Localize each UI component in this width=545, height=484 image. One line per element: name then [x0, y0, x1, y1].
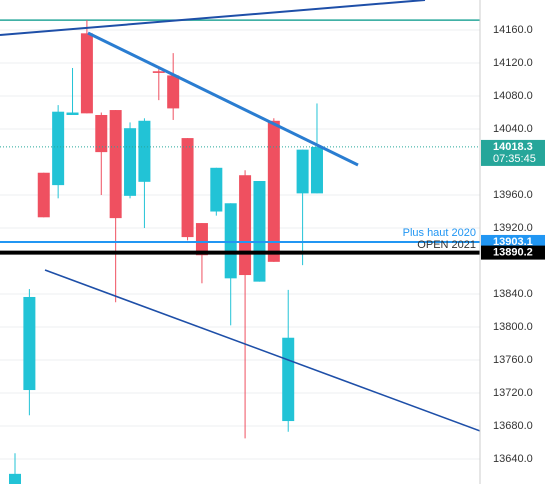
candle-body: [124, 128, 137, 196]
candle-body: [310, 146, 323, 194]
price-label-box: [481, 139, 545, 166]
candle-body: [253, 180, 266, 282]
candle-body: [37, 172, 50, 218]
candle-body: [66, 112, 79, 115]
annotation: Plus haut 2020: [403, 227, 476, 239]
price-label: 14018.3: [493, 141, 533, 153]
y-tick-label: 13920.0: [493, 222, 533, 234]
y-tick-label: 14120.0: [493, 57, 533, 69]
grid: [0, 29, 480, 460]
y-tick-label: 13800.0: [493, 321, 533, 333]
price-label-time: 07:35:45: [493, 153, 536, 165]
candle-body: [267, 120, 280, 262]
price-label-box: [481, 245, 545, 260]
candle-body: [152, 71, 165, 73]
candle-body: [195, 223, 208, 256]
y-tick-label: 13760.0: [493, 354, 533, 366]
y-tick-label: 13720.0: [493, 387, 533, 399]
trend-line: [87, 31, 359, 167]
candle-body: [282, 337, 295, 422]
price-axis: 14160.0 14120.0 14080.0 14040.0 13960.0 13920…: [481, 24, 545, 465]
y-tick-label: 13960.0: [493, 189, 533, 201]
trend-lines: [0, 0, 480, 432]
candle-body: [80, 33, 93, 114]
candle-body: [138, 120, 151, 182]
candle-body: [181, 138, 194, 238]
candle-body: [210, 167, 223, 212]
candle-body: [167, 75, 180, 109]
candle-body: [23, 296, 36, 391]
y-tick-label: 14160.0: [493, 24, 533, 36]
trend-line: [44, 269, 480, 432]
price-label: 13903.1: [493, 236, 533, 248]
y-tick-label: 13680.0: [493, 420, 533, 432]
y-tick-label: 14080.0: [493, 90, 533, 102]
candle-body: [95, 114, 108, 153]
candle-body: [52, 111, 65, 186]
price-label-box: [481, 234, 545, 249]
trend-line: [0, 0, 426, 36]
candle-body: [109, 110, 122, 219]
candle-body: [239, 175, 252, 276]
y-tick-label: 13840.0: [493, 288, 533, 300]
candle-body: [9, 473, 21, 484]
y-tick-label: 14040.0: [493, 123, 533, 135]
annotation: OPEN 2021: [417, 239, 476, 251]
candle-body: [296, 149, 309, 194]
y-tick-label: 13640.0: [493, 453, 533, 465]
price-label: 13890.2: [493, 247, 533, 259]
candle-body: [224, 203, 237, 279]
